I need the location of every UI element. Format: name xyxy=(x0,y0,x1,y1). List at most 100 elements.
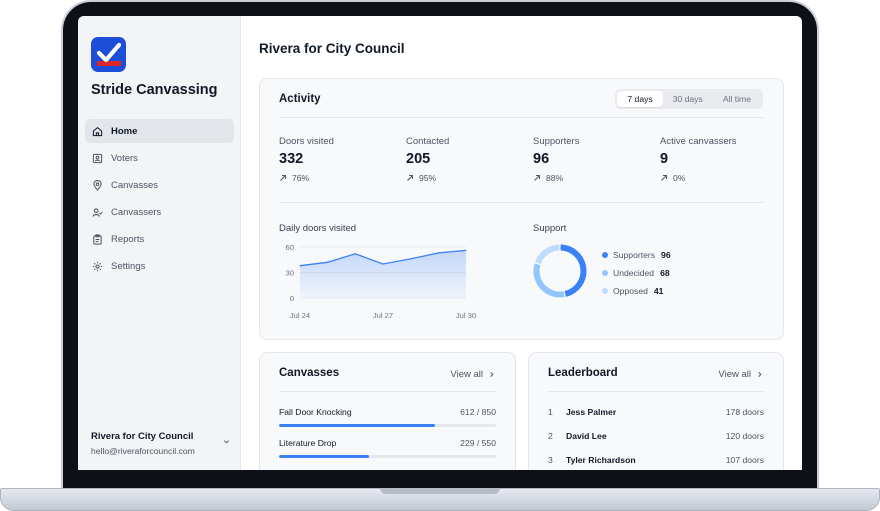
divider xyxy=(279,202,764,203)
stat-delta-value: 95% xyxy=(419,173,437,183)
range-all-time[interactable]: All time xyxy=(722,94,751,104)
donut-slice-opposed xyxy=(535,244,560,265)
chevron-right-icon xyxy=(758,371,762,378)
account-email: hello@riveraforcouncil.com xyxy=(91,446,195,456)
sidebar: Stride Canvassing Home Voters Canvasses … xyxy=(78,16,241,470)
stat-label: Doors visited xyxy=(279,136,334,147)
leader-rank: 2 xyxy=(548,431,553,441)
stat-contacted: Contacted 205 95% xyxy=(406,136,526,183)
sidebar-item-canvasses[interactable]: Canvasses xyxy=(85,173,234,197)
legend-value: 68 xyxy=(660,268,670,278)
map-pin-icon xyxy=(93,179,102,191)
legend-value: 96 xyxy=(661,250,671,260)
chevron-right-icon xyxy=(490,371,494,378)
main-content: Rivera for City Council Activity 7 days … xyxy=(241,16,802,470)
leaderboard-row[interactable]: 1 Jess Palmer 178 doors xyxy=(548,407,764,417)
daily-doors-chart: 0 30 60 Jul 24 Jul 27 Jul 30 xyxy=(286,243,477,320)
leaderboard-title: Leaderboard xyxy=(548,367,618,379)
stat-supporters: Supporters 96 88% xyxy=(533,136,653,183)
home-icon xyxy=(92,126,103,136)
leaderboard-row[interactable]: 2 David Lee 120 doors xyxy=(548,431,764,441)
leader-name: Tyler Richardson xyxy=(566,455,636,465)
laptop-notch xyxy=(380,488,500,494)
app-logo[interactable] xyxy=(91,37,126,72)
sidebar-item-label: Canvassers xyxy=(111,207,162,219)
sidebar-item-label: Settings xyxy=(111,261,146,273)
stat-value: 9 xyxy=(660,151,669,167)
divider xyxy=(279,117,764,118)
data-point xyxy=(327,261,329,263)
activity-title: Activity xyxy=(279,93,321,105)
users-icon xyxy=(92,208,103,217)
account-name: Rivera for City Council xyxy=(91,431,194,442)
stat-delta: 76% xyxy=(279,173,399,183)
data-point xyxy=(410,258,412,260)
x-tick-label: Jul 30 xyxy=(456,311,476,320)
data-point xyxy=(382,263,384,265)
canvass-count: 229 / 550 xyxy=(460,438,496,448)
sidebar-item-canvassers[interactable]: Canvassers xyxy=(85,201,234,225)
progress-fill xyxy=(279,424,436,427)
support-label: Support xyxy=(533,223,567,234)
support-donut-chart xyxy=(533,244,587,298)
canvass-name: Fall Door Knocking xyxy=(279,407,352,417)
donut-slice-supporters xyxy=(560,244,587,297)
sidebar-item-label: Reports xyxy=(111,234,145,246)
legend-dot xyxy=(602,252,608,258)
account-switcher[interactable]: Rivera for City Council hello@riveraforc… xyxy=(91,431,233,456)
leader-doors: 178 doors xyxy=(725,407,764,417)
y-tick-label: 60 xyxy=(286,243,294,252)
canvass-row[interactable]: Fall Door Knocking 612 / 850 xyxy=(279,407,496,427)
sidebar-item-settings[interactable]: Settings xyxy=(85,255,234,279)
stat-label: Contacted xyxy=(406,136,450,147)
legend-label: Supporters xyxy=(613,250,656,260)
canvasses-view-all-link[interactable]: View all xyxy=(450,369,495,380)
leaderboard-row[interactable]: 3 Tyler Richardson 107 doors xyxy=(548,455,764,465)
page-title: Rivera for City Council xyxy=(259,41,405,56)
progress-track xyxy=(279,424,496,427)
stat-value: 205 xyxy=(406,151,431,167)
leaderboard-card: Leaderboard View all 1 Jess Palmer 178 d… xyxy=(528,352,784,470)
legend-item-undecided: Undecided 68 xyxy=(602,264,671,282)
sidebar-item-label: Home xyxy=(111,125,138,137)
legend-dot xyxy=(602,288,608,294)
y-tick-label: 30 xyxy=(286,269,294,278)
y-tick-label: 0 xyxy=(290,294,294,303)
progress-fill xyxy=(279,455,370,458)
stat-label: Supporters xyxy=(533,136,580,147)
daily-doors-label: Daily doors visited xyxy=(279,223,357,234)
arrow-up-right-icon xyxy=(534,175,540,181)
sidebar-item-label: Canvasses xyxy=(111,179,158,191)
range-30-days[interactable]: 30 days xyxy=(672,94,703,104)
stat-delta: 0% xyxy=(660,173,780,183)
data-point xyxy=(465,249,467,251)
stat-delta: 88% xyxy=(533,173,653,183)
sidebar-item-reports[interactable]: Reports xyxy=(85,228,234,252)
leaderboard-view-all-link[interactable]: View all xyxy=(718,369,763,380)
arrow-up-right-icon xyxy=(407,175,413,181)
legend-label: Undecided xyxy=(613,268,655,278)
leader-rank: 3 xyxy=(548,455,553,465)
range-7-days[interactable]: 7 days xyxy=(617,91,663,107)
canvass-count: 612 / 850 xyxy=(460,407,496,417)
legend-label: Opposed xyxy=(613,286,648,296)
sidebar-item-home[interactable]: Home xyxy=(85,119,234,143)
arrow-up-right-icon xyxy=(280,175,286,181)
canvass-name: Literature Drop xyxy=(279,438,337,448)
arrow-up-right-icon xyxy=(661,175,667,181)
checkmark-logo-icon xyxy=(96,42,122,66)
sidebar-nav: Home Voters Canvasses Canvassers Reports… xyxy=(85,119,234,282)
canvasses-card: Canvasses View all Fall Door Knocking 61… xyxy=(259,352,516,470)
clipboard-icon xyxy=(93,234,102,245)
stat-delta-value: 88% xyxy=(546,173,564,183)
leader-name: David Lee xyxy=(566,431,607,441)
donut-slice-undecided xyxy=(533,263,565,298)
area-fill xyxy=(300,250,466,298)
data-point xyxy=(299,265,301,267)
support-legend: Supporters 96 Undecided 68 Opposed 41 xyxy=(602,246,671,300)
legend-dot xyxy=(602,270,608,276)
canvass-row[interactable]: Literature Drop 229 / 550 xyxy=(279,438,496,458)
sidebar-item-voters[interactable]: Voters xyxy=(85,146,234,170)
stat-active-canvassers: Active canvassers 9 0% xyxy=(660,136,780,183)
legend-item-supporters: Supporters 96 xyxy=(602,246,671,264)
